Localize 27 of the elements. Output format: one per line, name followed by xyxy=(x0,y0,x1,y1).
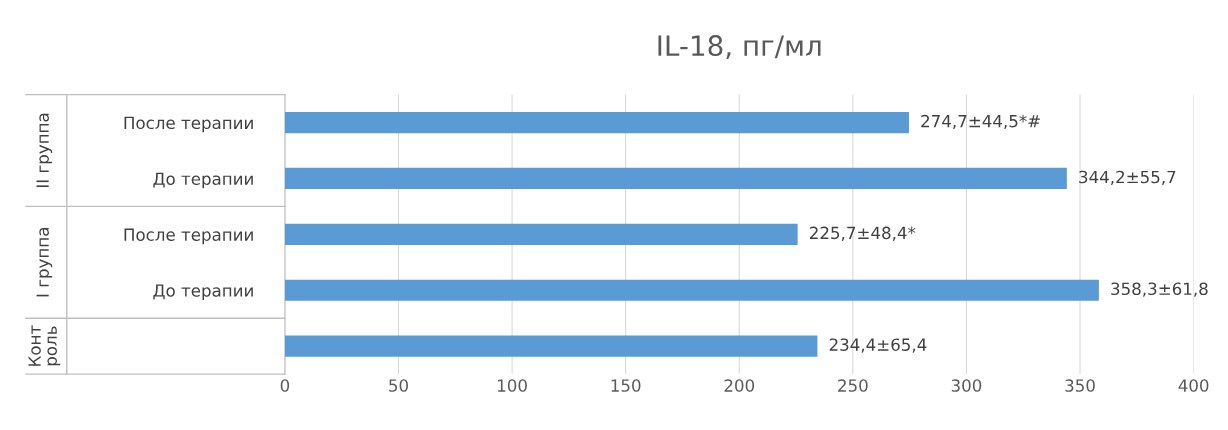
text: II группа xyxy=(36,113,53,188)
bar xyxy=(284,279,1099,301)
x-tick-label: 400 xyxy=(1178,379,1209,392)
y-tick-label: После терапии xyxy=(124,228,253,245)
x-tick-label: 200 xyxy=(724,379,755,392)
data-label: 234,4±65,4 xyxy=(829,338,927,353)
x-tick-label: 150 xyxy=(611,379,641,392)
y-tick-label: До терапии xyxy=(153,284,253,301)
data-label: 225,7±48,4* xyxy=(809,226,916,241)
y-tick-label: После терапии xyxy=(124,116,253,133)
chart-title: IL-18, пг/мл xyxy=(658,35,821,59)
x-tick-label: 50 xyxy=(389,379,408,392)
bar xyxy=(284,223,798,245)
bar xyxy=(284,335,818,357)
x-tick-label: 300 xyxy=(951,379,982,392)
x-tick-label: 250 xyxy=(838,379,868,392)
data-label: 358,3±61,8 xyxy=(1111,282,1208,297)
data-label: 344,2±55,7 xyxy=(1079,170,1176,185)
x-tick-label: 0 xyxy=(280,379,290,392)
data-label: 274,7±44,5*# xyxy=(921,114,1040,130)
x-tick-label: 350 xyxy=(1065,379,1095,392)
y-tick-label: До терапии xyxy=(153,172,253,189)
bar xyxy=(284,111,909,134)
text: Конт роль xyxy=(28,325,61,366)
bar xyxy=(284,167,1067,190)
text: I группа xyxy=(36,228,53,297)
x-tick-label: 100 xyxy=(498,379,527,392)
